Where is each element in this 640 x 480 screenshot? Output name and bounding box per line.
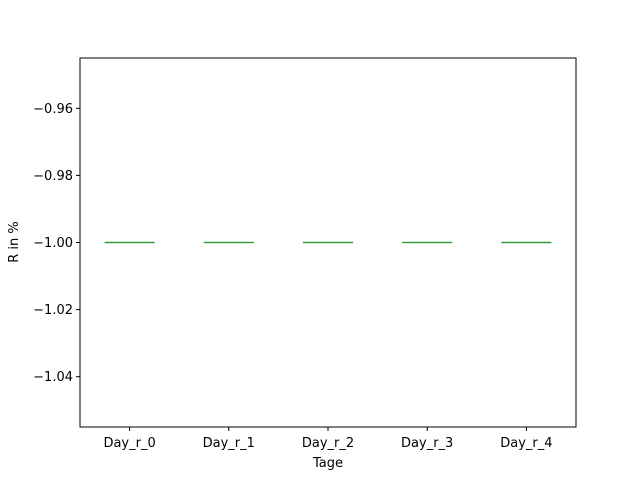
x-axis-label: Tage xyxy=(312,456,343,471)
y-axis: −0.96 −0.98 −1.00 −1.02 −1.04 xyxy=(33,102,80,385)
x-axis: Day_r_0 Day_r_1 Day_r_2 Day_r_3 Day_r_4 xyxy=(103,427,553,451)
y-tick-label: −0.96 xyxy=(33,102,73,117)
x-tick-label: Day_r_0 xyxy=(103,436,155,451)
x-tick-label: Day_r_4 xyxy=(500,436,552,451)
y-tick-label: −1.04 xyxy=(33,370,73,385)
y-axis-label: R in % xyxy=(7,221,22,263)
y-tick-label: −0.98 xyxy=(33,169,73,184)
x-tick-label: Day_r_3 xyxy=(401,436,453,451)
x-tick-label: Day_r_2 xyxy=(302,436,354,451)
y-tick-label: −1.00 xyxy=(33,236,73,251)
x-tick-label: Day_r_1 xyxy=(203,436,255,451)
y-tick-label: −1.02 xyxy=(33,303,73,318)
